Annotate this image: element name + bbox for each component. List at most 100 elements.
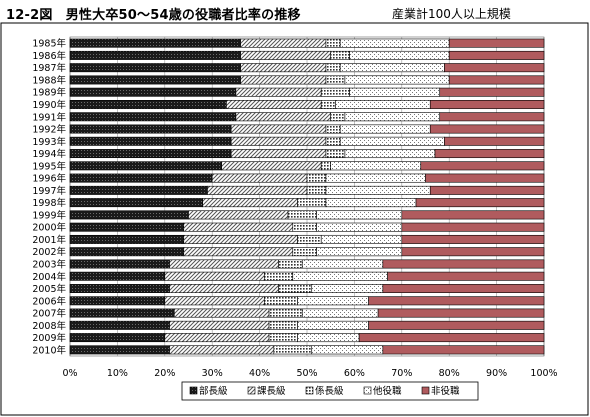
y-tick-label: 2005年 [32, 283, 66, 295]
bar-segment-課長級 [164, 271, 265, 281]
bar-segment-部長級 [69, 149, 232, 159]
bar-segment-他役職 [292, 271, 388, 281]
bar-segment-係長級 [292, 222, 317, 232]
y-tick-label: 1992年 [32, 124, 66, 136]
bar-segment-部長級 [69, 198, 204, 208]
bar-segment-部長級 [69, 247, 185, 257]
bar-segment-非役職 [382, 259, 545, 269]
bar-segment-係長級 [268, 333, 298, 343]
bar-segment-部長級 [69, 87, 237, 97]
bar-segment-他役職 [297, 333, 360, 343]
bar-segment-他役職 [344, 149, 436, 159]
bar-segment-課長級 [173, 308, 270, 318]
plot-area [69, 36, 545, 357]
bar-segment-課長級 [169, 259, 279, 269]
bar-segment-部長級 [69, 284, 170, 293]
y-tick-label: 1995年 [32, 160, 66, 172]
bar-segment-他役職 [325, 198, 417, 208]
bar-segment-課長級 [188, 210, 289, 220]
bar-segment-非役職 [448, 38, 545, 48]
bar-segment-部長級 [69, 210, 189, 220]
bar-segment-部長級 [69, 296, 166, 306]
bar-segment-係長級 [306, 173, 327, 183]
bar-segment-非役職 [420, 161, 545, 171]
legend-swatch [421, 386, 430, 395]
bar-segment-他役職 [339, 124, 431, 134]
y-tick-label: 1999年 [32, 209, 66, 221]
bar-segment-課長級 [183, 234, 298, 244]
bar-segment-部長級 [69, 259, 170, 269]
bar-segment-部長級 [69, 100, 227, 109]
bar-segment-他役職 [339, 136, 445, 146]
bar-area [69, 38, 545, 355]
bar-segment-非役職 [439, 112, 545, 122]
bar-segment-非役職 [434, 149, 545, 159]
x-tick-label: 10% [107, 368, 128, 379]
legend-label: 非役職 [431, 385, 460, 397]
bar-segment-他役職 [316, 222, 403, 232]
bar-segment-課長級 [226, 100, 322, 109]
bar-segment-部長級 [69, 222, 185, 232]
y-tick-label: 2009年 [32, 332, 66, 344]
bar-segment-課長級 [240, 38, 327, 48]
bar-segment-非役職 [425, 173, 545, 183]
x-tick-label: 0% [62, 368, 77, 379]
bar-segment-課長級 [169, 345, 275, 355]
bar-segment-係長級 [292, 247, 317, 257]
x-tick-label: 30% [202, 368, 223, 379]
bar-segment-他役職 [339, 63, 445, 73]
y-tick-label: 2003年 [32, 258, 66, 270]
bar-segment-他役職 [330, 161, 422, 171]
bar-segment-非役職 [382, 345, 545, 355]
y-tick-label: 1996年 [32, 173, 66, 185]
bar-segment-非役職 [401, 222, 545, 232]
bar-segment-非役職 [444, 63, 545, 73]
bar-segment-課長級 [221, 161, 322, 171]
bar-segment-非役職 [429, 185, 545, 195]
bar-segment-部長級 [69, 320, 170, 330]
y-tick-label: 1998年 [32, 197, 66, 209]
x-tick-label: 90% [486, 368, 507, 379]
legend-swatch [363, 386, 372, 395]
legend-label: 課長級 [257, 385, 286, 397]
x-tick-label: 60% [344, 368, 365, 379]
bar-segment-他役職 [344, 75, 450, 85]
chart-subtitle: 産業計100人以上規模 [392, 7, 511, 21]
bar-segment-課長級 [240, 75, 327, 85]
bar-segment-課長級 [240, 63, 327, 73]
bar-segment-課長級 [202, 198, 298, 208]
y-axis-labels: 1985年1986年1987年1988年1989年1990年1991年1992年… [32, 38, 66, 357]
bar-segment-課長級 [235, 87, 322, 97]
legend-box [181, 381, 479, 401]
bar-segment-部長級 [69, 136, 232, 146]
bar-segment-課長級 [207, 185, 308, 195]
bar-segment-課長級 [169, 320, 270, 330]
legend-label: 係長級 [315, 385, 344, 397]
bar-segment-係長級 [325, 136, 341, 146]
bar-segment-非役職 [377, 308, 545, 318]
bar-segment-非役職 [387, 271, 545, 281]
y-tick-label: 2004年 [32, 271, 66, 283]
y-tick-label: 1985年 [32, 38, 66, 50]
y-tick-label: 2007年 [32, 308, 66, 320]
bar-segment-課長級 [183, 247, 294, 257]
chart-title: 12-2図 男性大卒50～54歳の役職者比率の推移 [6, 8, 301, 23]
bar-segment-係長級 [268, 320, 298, 330]
bar-segment-非役職 [429, 124, 545, 134]
bar-segment-非役職 [368, 320, 545, 330]
bar-segment-他役職 [335, 100, 431, 109]
y-tick-label: 2010年 [32, 344, 66, 356]
bar-segment-係長級 [320, 100, 336, 109]
bar-segment-課長級 [211, 173, 308, 183]
bar-segment-他役職 [301, 259, 384, 269]
bar-segment-課長級 [240, 50, 331, 60]
bar-segment-部長級 [69, 271, 166, 281]
bar-segment-課長級 [230, 149, 327, 159]
bar-segment-部長級 [69, 38, 241, 48]
bar-segment-非役職 [444, 136, 545, 146]
bar-segment-非役職 [358, 333, 545, 343]
bar-segment-部長級 [69, 75, 241, 85]
bar-segment-課長級 [164, 333, 270, 343]
bar-segment-他役職 [320, 234, 403, 244]
y-tick-label: 1993年 [32, 136, 66, 148]
